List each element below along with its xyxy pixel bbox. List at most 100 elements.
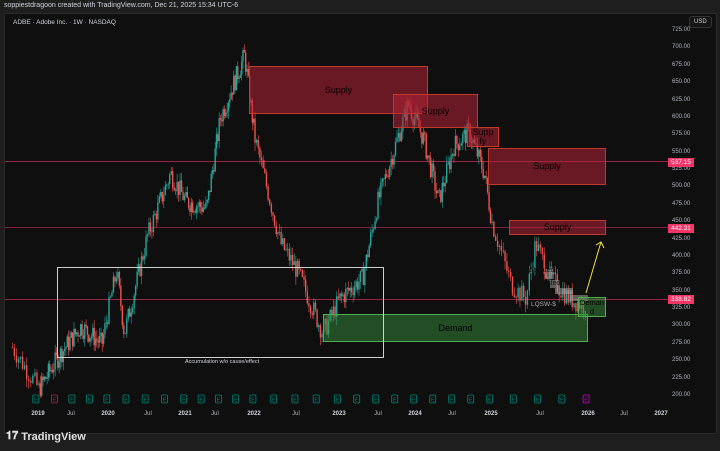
accumulation-box[interactable] — [57, 267, 384, 358]
candle-body — [560, 295, 562, 298]
candle-body — [218, 118, 220, 141]
supply-zone[interactable]: Supp ly — [467, 127, 499, 147]
earnings-icon-label: E — [88, 398, 92, 404]
candle-body — [45, 376, 47, 379]
candle-body — [155, 213, 158, 220]
candle-body — [496, 240, 499, 247]
earnings-icon-label: E — [393, 398, 397, 404]
time-axis-label: 2023 — [332, 411, 346, 417]
time-axis-label: 2022 — [247, 411, 261, 417]
candle-body — [331, 309, 333, 316]
candle-body — [368, 245, 370, 258]
candle-body — [282, 238, 284, 245]
candle-body — [353, 287, 356, 296]
candle-body — [426, 155, 429, 159]
candle-body — [252, 118, 255, 123]
candle-body — [291, 254, 294, 265]
candle-body — [358, 281, 360, 290]
candle-body — [502, 250, 504, 252]
candle-body — [334, 306, 336, 318]
candle-body — [97, 340, 99, 343]
candle-body — [63, 349, 66, 352]
supply-zone[interactable]: Supply — [509, 220, 606, 235]
currency-button[interactable]: USD — [689, 16, 712, 28]
candle-body — [280, 231, 282, 245]
candle-body — [124, 333, 126, 335]
price-axis-label: 400.00 — [672, 252, 691, 259]
candle-body — [462, 133, 464, 144]
supply-zone[interactable]: Supply — [488, 148, 606, 185]
candle-body — [444, 182, 446, 187]
candle-body — [262, 160, 264, 169]
brand-name: TradingView — [21, 430, 86, 443]
candle-body — [30, 380, 32, 383]
candle-body — [197, 206, 199, 207]
price-level-tag: 442.31 — [668, 223, 694, 233]
candle-body — [275, 225, 277, 235]
candle-body — [422, 132, 425, 144]
candle-body — [80, 324, 82, 337]
price-axis-label: 625.00 — [672, 96, 691, 103]
candle-body — [201, 206, 203, 212]
candle-body — [483, 175, 486, 178]
liquidity-sweep-label: LQSW-$ — [531, 301, 556, 308]
candle-body — [460, 143, 463, 146]
candle-body — [272, 212, 274, 216]
candle-body — [577, 302, 579, 312]
candle-body — [438, 190, 441, 191]
time-axis-label: Jul — [144, 411, 152, 417]
candle-body — [199, 202, 202, 207]
mitigated-label: Mitigated — [532, 280, 561, 287]
candle-body — [117, 271, 119, 278]
candle-body — [140, 256, 143, 276]
candle-body — [129, 308, 131, 317]
candle-body — [304, 279, 307, 292]
tradingview-logo[interactable]: 𝟏𝟕 TradingView — [6, 430, 86, 443]
candle-body — [463, 129, 465, 134]
candle-body — [88, 334, 90, 342]
price-level-tag: 537.15 — [668, 157, 694, 167]
candle-body — [493, 221, 495, 237]
earnings-icon-label: E — [200, 398, 204, 404]
candle-body — [348, 287, 350, 291]
candle-body — [112, 276, 115, 293]
candle-body — [356, 281, 359, 290]
candle-body — [185, 191, 187, 196]
candle-body — [419, 127, 422, 133]
candle-body — [92, 327, 94, 337]
candle-body — [189, 207, 191, 212]
candle-body — [169, 174, 171, 184]
candle-body — [481, 156, 483, 170]
demand-zone[interactable]: Demand — [323, 314, 588, 342]
earnings-icon-label: E — [412, 398, 416, 404]
candle-body — [259, 147, 261, 158]
chart-panel[interactable]: E E E E E E E E E E E E E E E E E E E E E E E E E E E E E ADBE · Ado… — [4, 13, 717, 434]
candle-body — [161, 191, 164, 202]
price-axis-label: 325.00 — [672, 305, 691, 312]
candle-body — [476, 144, 479, 157]
candle-body — [528, 273, 531, 291]
candle-body — [152, 214, 155, 232]
candle-body — [222, 109, 224, 122]
candle-body — [445, 163, 448, 183]
candle-body — [213, 170, 215, 172]
time-axis-label: 2026 — [581, 411, 595, 417]
candle-body — [40, 376, 43, 396]
candle-body — [359, 270, 362, 282]
earnings-icon-label: E — [512, 398, 516, 404]
price-axis-label: 575.00 — [672, 131, 691, 138]
supply-zone[interactable]: Supply — [393, 94, 478, 128]
candle-body — [293, 261, 295, 265]
demand-zone-small[interactable]: Deman d — [578, 297, 606, 317]
time-axis-label: 2027 — [654, 411, 668, 417]
candle-body — [541, 248, 544, 255]
price-level-tag: 338.82 — [668, 295, 694, 305]
candle-body — [126, 318, 128, 334]
candle-body — [387, 176, 389, 178]
candle-body — [55, 352, 58, 355]
candle-body — [89, 338, 91, 342]
candle-body — [431, 163, 433, 178]
candle-body — [167, 183, 169, 185]
candle-body — [229, 99, 231, 103]
candle-body — [194, 211, 196, 213]
